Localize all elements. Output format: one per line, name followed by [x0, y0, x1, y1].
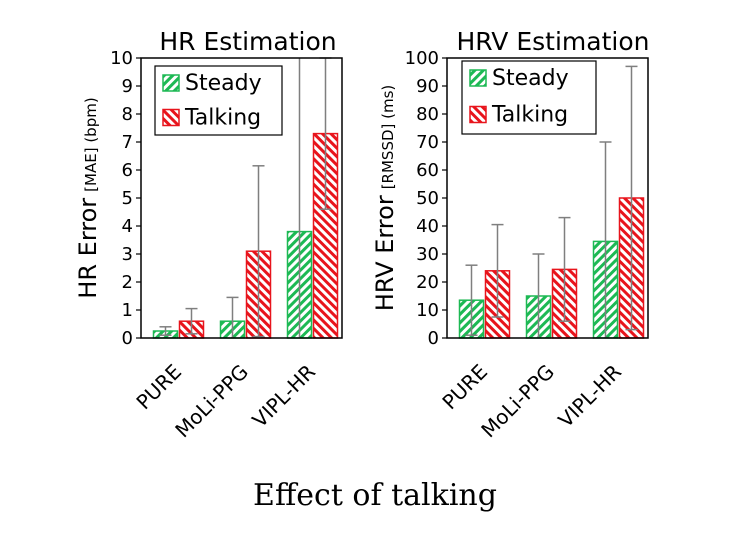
- chart-title: HR Estimation: [159, 27, 336, 56]
- y-tick-label: 4: [122, 216, 133, 237]
- y-tick-label: 20: [416, 272, 439, 293]
- y-tick-label: 0: [122, 328, 133, 349]
- y-tick-label: 7: [122, 132, 133, 153]
- category-label: VIPL-HR: [247, 359, 320, 432]
- y-tick-label: 9: [122, 76, 133, 97]
- y-tick-label: 30: [416, 244, 439, 265]
- hr-estimation-chart: HR Estimation HR Error [MAE] (bpm) 0 1 2 3 4 5 6 7…: [74, 27, 343, 443]
- y-tick-label: 8: [122, 104, 133, 125]
- category-label: MoLi-PPG: [170, 360, 253, 443]
- y-tick-label: 40: [416, 216, 439, 237]
- category-label: MoLi-PPG: [476, 360, 559, 443]
- category-label: PURE: [437, 360, 492, 415]
- y-tick-label: 1: [122, 300, 133, 321]
- y-tick-label: 0: [428, 328, 439, 349]
- y-axis-label: HR Error [MAE] (bpm): [74, 97, 102, 298]
- plot-frame: [140, 57, 343, 339]
- y-tick-label: 2: [122, 272, 133, 293]
- y-axis-label: HRV Error [RMSSD] (ms): [371, 85, 399, 312]
- y-axis-label-main: HR Error: [74, 198, 102, 299]
- y-tick-label: 70: [416, 132, 439, 153]
- y-tick-label: 10: [416, 300, 439, 321]
- legend-swatch-steady: [162, 74, 180, 92]
- y-tick-label: 80: [416, 104, 439, 125]
- legend-swatch-talking: [162, 108, 180, 127]
- plot-frame: [446, 57, 649, 339]
- chart-title: HRV Estimation: [457, 27, 650, 56]
- legend-label-steady: Steady: [185, 71, 262, 96]
- legend-swatch-steady: [469, 69, 487, 87]
- category-label: PURE: [131, 360, 186, 415]
- y-tick-label: 60: [416, 160, 439, 181]
- y-tick-label: 6: [122, 160, 133, 181]
- legend-label-talking: Talking: [491, 103, 568, 128]
- y-axis-label-unit: [RMSSD] (ms): [379, 85, 397, 190]
- y-tick-label: 5: [122, 188, 133, 209]
- y-tick-label: 100: [405, 48, 439, 69]
- figure-caption: Effect of talking: [253, 478, 497, 513]
- legend-label-talking: Talking: [184, 106, 261, 131]
- legend-swatch-talking: [469, 105, 487, 124]
- y-tick-label: 50: [416, 188, 439, 209]
- y-axis-label-unit: [MAE] (bpm): [82, 97, 100, 192]
- legend-label-steady: Steady: [492, 66, 569, 91]
- hrv-estimation-chart: HRV Estimation HRV Error [RMSSD] (ms) 0 10 20…: [371, 27, 649, 442]
- category-label: VIPL-HR: [553, 359, 626, 432]
- y-tick-label: 10: [110, 48, 133, 69]
- y-axis-label-main: HRV Error: [371, 195, 399, 311]
- y-tick-label: 3: [122, 244, 133, 265]
- y-tick-label: 90: [416, 76, 439, 97]
